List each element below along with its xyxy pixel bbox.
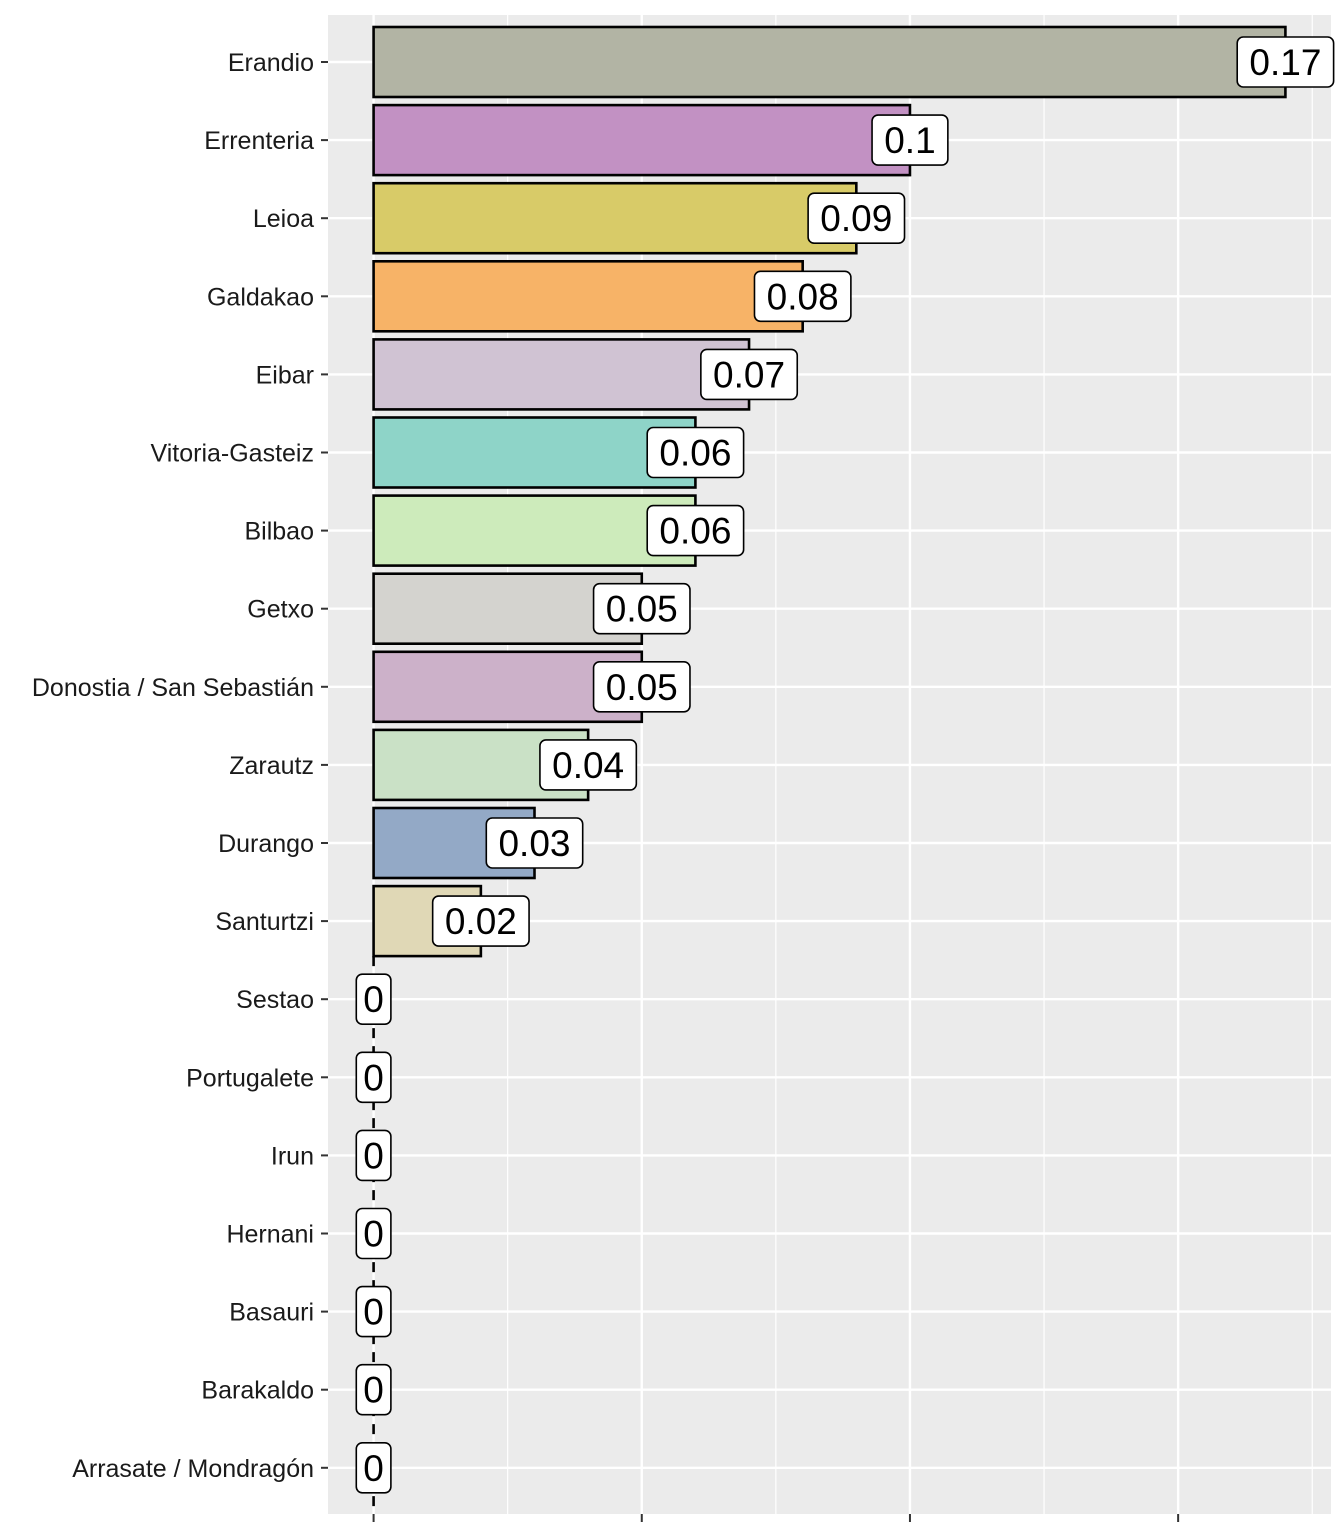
value-label-box-0 bbox=[1236, 36, 1335, 88]
category-label-10: Durango bbox=[218, 830, 314, 858]
value-label-text-15: 0 bbox=[363, 1214, 384, 1255]
bar-2 bbox=[372, 181, 858, 255]
value-label-15: 0 bbox=[355, 1207, 392, 1260]
value-label-text-6: 0.06 bbox=[659, 511, 731, 552]
category-label-3: Galdakao bbox=[207, 283, 314, 311]
value-label-box-2 bbox=[807, 192, 906, 244]
value-label-text-1: 0.1 bbox=[884, 120, 935, 161]
value-label-box-7 bbox=[592, 582, 691, 635]
value-label-text-13: 0 bbox=[363, 1057, 384, 1098]
value-labels: 0.17 0.1 0.09 0.08 0.07 0.06 0.06 0.05 0.05 0.04 0… bbox=[355, 36, 1335, 1494]
value-label-text-17: 0 bbox=[363, 1370, 384, 1411]
value-label-6: 0.06 bbox=[646, 504, 745, 557]
value-label-box-5 bbox=[646, 426, 745, 479]
value-label-box-6 bbox=[646, 504, 745, 557]
value-label-2: 0.09 bbox=[807, 192, 906, 244]
value-label-5: 0.06 bbox=[646, 426, 745, 479]
value-label-13: 0 bbox=[355, 1051, 392, 1104]
value-label-box-3 bbox=[753, 270, 852, 323]
category-label-14: Irun bbox=[271, 1142, 314, 1170]
value-label-text-0: 0.17 bbox=[1249, 42, 1321, 83]
value-label-box-18 bbox=[355, 1442, 392, 1494]
value-label-box-12 bbox=[355, 973, 392, 1026]
bar-4 bbox=[372, 338, 751, 411]
value-label-box-17 bbox=[355, 1363, 392, 1416]
value-label-box-15 bbox=[355, 1207, 392, 1260]
value-label-12: 0 bbox=[355, 973, 392, 1026]
category-label-4: Eibar bbox=[256, 361, 314, 389]
value-label-text-16: 0 bbox=[363, 1292, 384, 1333]
bar-6 bbox=[372, 494, 697, 567]
value-label-box-8 bbox=[592, 660, 691, 713]
value-label-text-7: 0.05 bbox=[606, 589, 678, 630]
value-label-3: 0.08 bbox=[753, 270, 852, 323]
value-label-text-18: 0 bbox=[363, 1448, 384, 1489]
category-label-5: Vitoria-Gasteiz bbox=[151, 440, 315, 468]
value-label-text-3: 0.08 bbox=[767, 276, 839, 317]
value-label-4: 0.07 bbox=[700, 348, 799, 401]
category-label-9: Zarautz bbox=[229, 752, 314, 780]
value-label-text-4: 0.07 bbox=[713, 354, 785, 395]
category-label-11: Santurtzi bbox=[215, 908, 314, 936]
category-label-18: Arrasate / Mondragón bbox=[72, 1455, 314, 1483]
value-label-16: 0 bbox=[355, 1285, 392, 1338]
value-label-1: 0.1 bbox=[871, 114, 949, 166]
bar-5 bbox=[372, 416, 697, 489]
value-label-box-10 bbox=[485, 817, 584, 869]
value-label-box-1 bbox=[871, 114, 949, 166]
category-label-0: Erandio bbox=[228, 49, 314, 77]
x-axis bbox=[372, 1514, 1180, 1522]
value-label-14: 0 bbox=[355, 1129, 392, 1182]
value-label-7: 0.05 bbox=[592, 582, 691, 635]
category-label-6: Bilbao bbox=[245, 518, 315, 546]
value-label-11: 0.02 bbox=[431, 895, 530, 947]
value-label-text-9: 0.04 bbox=[552, 745, 624, 786]
value-label-text-2: 0.09 bbox=[820, 198, 892, 239]
category-label-16: Basauri bbox=[229, 1299, 314, 1327]
bar-0 bbox=[372, 25, 1287, 99]
value-label-text-12: 0 bbox=[363, 979, 384, 1020]
value-label-text-11: 0.02 bbox=[445, 901, 517, 942]
category-label-12: Sestao bbox=[236, 986, 314, 1014]
value-label-box-4 bbox=[700, 348, 799, 401]
category-label-13: Portugalete bbox=[186, 1064, 314, 1092]
value-label-text-5: 0.06 bbox=[659, 433, 731, 474]
value-label-box-9 bbox=[539, 739, 638, 791]
value-label-box-11 bbox=[431, 895, 530, 947]
value-label-box-16 bbox=[355, 1285, 392, 1338]
value-label-17: 0 bbox=[355, 1363, 392, 1416]
category-label-1: Errenteria bbox=[204, 127, 314, 155]
category-label-15: Hernani bbox=[226, 1221, 314, 1249]
bar-3 bbox=[372, 259, 804, 333]
value-label-box-14 bbox=[355, 1129, 392, 1182]
value-label-8: 0.05 bbox=[592, 660, 691, 713]
value-label-0: 0.17 bbox=[1236, 36, 1335, 88]
category-label-2: Leioa bbox=[253, 205, 314, 233]
category-label-17: Barakaldo bbox=[201, 1377, 314, 1405]
category-label-8: Donostia / San Sebastián bbox=[32, 674, 314, 702]
value-label-10: 0.03 bbox=[485, 817, 584, 869]
y-axis: Erandio Errenteria Leioa Galdakao Eibar Vitor… bbox=[32, 49, 328, 1483]
value-label-18: 0 bbox=[355, 1442, 392, 1494]
value-label-text-8: 0.05 bbox=[606, 667, 678, 708]
value-label-9: 0.04 bbox=[539, 739, 638, 791]
value-label-text-10: 0.03 bbox=[498, 823, 570, 864]
category-label-7: Getxo bbox=[247, 596, 314, 624]
value-label-text-14: 0 bbox=[363, 1135, 384, 1176]
value-label-box-13 bbox=[355, 1051, 392, 1104]
bar-1 bbox=[372, 103, 912, 177]
